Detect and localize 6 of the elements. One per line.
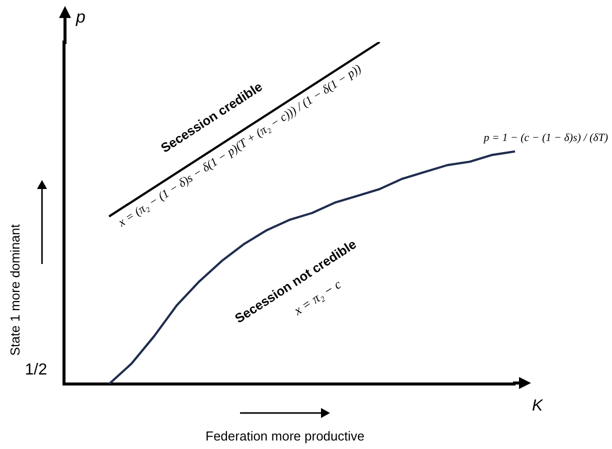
y-axis-title: State 1 more dominant	[8, 224, 23, 356]
text: K	[532, 397, 544, 414]
text: 1/2	[24, 361, 48, 378]
x-axis-title: Federation more productive	[206, 428, 364, 444]
annotation: p = 1 − (c − (1 − δ)s) / (δT)	[482, 132, 608, 144]
text: p	[75, 8, 86, 27]
